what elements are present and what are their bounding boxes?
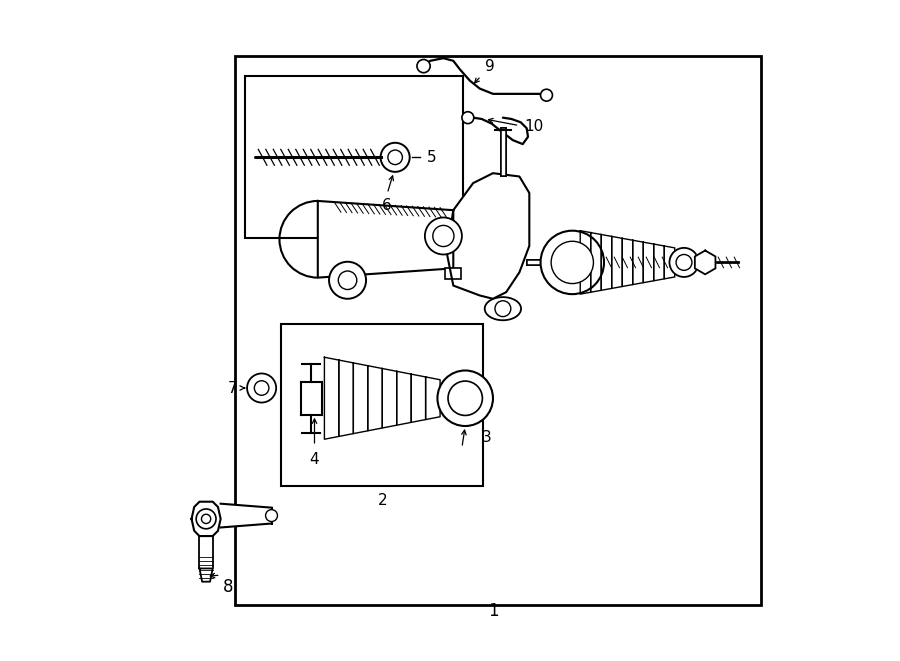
Circle shape [437,370,493,426]
Polygon shape [220,504,272,527]
Polygon shape [192,502,220,536]
Text: 6: 6 [382,198,392,214]
Polygon shape [324,357,339,439]
Polygon shape [695,251,716,274]
Polygon shape [382,369,397,428]
Circle shape [329,262,366,299]
Polygon shape [644,242,653,283]
Bar [282,324,483,486]
Text: 2: 2 [377,493,387,508]
Circle shape [248,373,276,403]
Polygon shape [612,237,622,288]
Circle shape [202,514,211,524]
Polygon shape [354,363,368,434]
Polygon shape [397,371,411,425]
Circle shape [551,248,580,277]
Polygon shape [633,240,643,285]
Text: 10: 10 [525,120,544,134]
Polygon shape [580,231,590,294]
Circle shape [495,301,511,317]
Circle shape [551,241,593,284]
Circle shape [338,271,356,290]
Polygon shape [318,201,454,278]
Circle shape [448,381,482,416]
Circle shape [388,150,402,165]
Text: 1: 1 [488,602,499,621]
Circle shape [196,509,216,529]
Circle shape [676,254,692,270]
Circle shape [541,231,604,294]
Polygon shape [368,366,382,431]
Bar [235,56,760,605]
Polygon shape [411,374,426,422]
Circle shape [462,112,473,124]
Circle shape [381,143,410,172]
Polygon shape [601,235,612,290]
Bar [245,76,464,238]
Circle shape [255,381,269,395]
Circle shape [670,248,698,277]
Text: 9: 9 [485,59,495,74]
Text: 8: 8 [222,578,233,596]
Polygon shape [590,233,601,292]
Circle shape [541,89,553,101]
Circle shape [425,217,462,254]
Text: 3: 3 [482,430,491,446]
Polygon shape [653,244,664,281]
Circle shape [433,225,454,247]
Circle shape [417,59,430,73]
Polygon shape [426,377,440,420]
Polygon shape [200,568,212,582]
Polygon shape [622,239,633,286]
Polygon shape [339,360,354,436]
Polygon shape [664,246,675,279]
Text: 4: 4 [310,452,320,467]
Ellipse shape [485,297,521,320]
Text: 5: 5 [427,150,436,165]
Polygon shape [446,173,529,299]
Circle shape [266,510,277,522]
Bar [446,268,461,279]
Text: 7: 7 [228,381,238,395]
